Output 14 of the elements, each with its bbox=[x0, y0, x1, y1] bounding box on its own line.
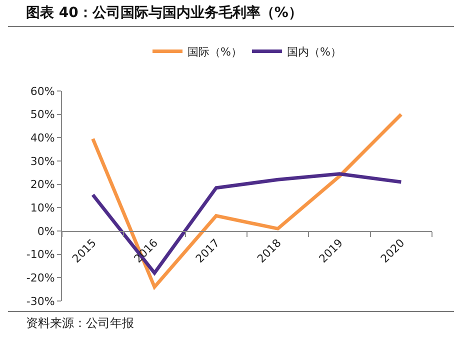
y-tick-label: 60% bbox=[30, 84, 55, 98]
y-tick-label: -20% bbox=[26, 272, 55, 285]
y-tick-label: -10% bbox=[26, 248, 55, 262]
y-tick-label: 50% bbox=[30, 108, 55, 122]
y-tick-label: 10% bbox=[30, 202, 55, 215]
y-tick-label: 40% bbox=[30, 132, 55, 145]
y-tick-label: -30% bbox=[26, 294, 55, 308]
text: 资料来源：公司年报 bbox=[8, 311, 454, 334]
y-tick-label: 20% bbox=[30, 178, 55, 192]
y-tick-label: 0% bbox=[37, 224, 55, 238]
legend-label: 国际（%） bbox=[188, 46, 242, 59]
chart-title: 图表 40：公司国际与国内业务毛利率（%） bbox=[8, 0, 454, 27]
y-tick-label: 30% bbox=[30, 154, 55, 168]
legend-label: 国内（%） bbox=[286, 46, 342, 59]
